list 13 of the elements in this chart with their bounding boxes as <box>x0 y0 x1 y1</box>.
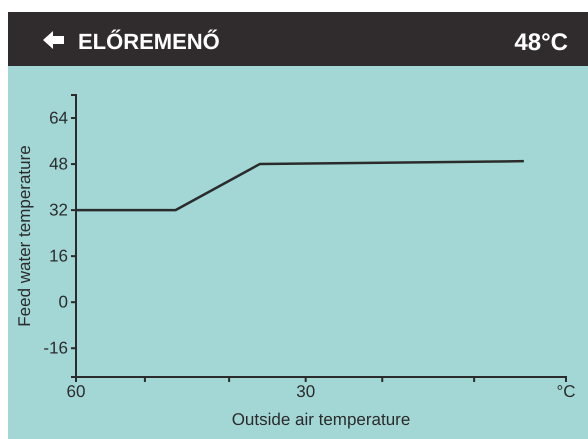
y-axis-title: Feed water temperature <box>15 145 34 327</box>
y-tick-label: 48 <box>49 154 68 174</box>
chart-subtitle: 48°C <box>514 29 568 56</box>
x-tick-label: °C <box>556 382 576 402</box>
chart-title: ELŐREMENŐ <box>78 29 220 54</box>
y-tick-label: 0 <box>58 292 68 312</box>
y-tick-label: 16 <box>49 246 68 266</box>
x-tick-label: 30 <box>296 382 316 402</box>
x-axis-title: Outside air temperature <box>232 410 410 429</box>
y-tick-label: 64 <box>49 108 68 128</box>
y-tick-label: -16 <box>43 338 68 358</box>
x-tick-label: 60 <box>66 382 86 402</box>
y-tick-label: 32 <box>49 200 68 220</box>
